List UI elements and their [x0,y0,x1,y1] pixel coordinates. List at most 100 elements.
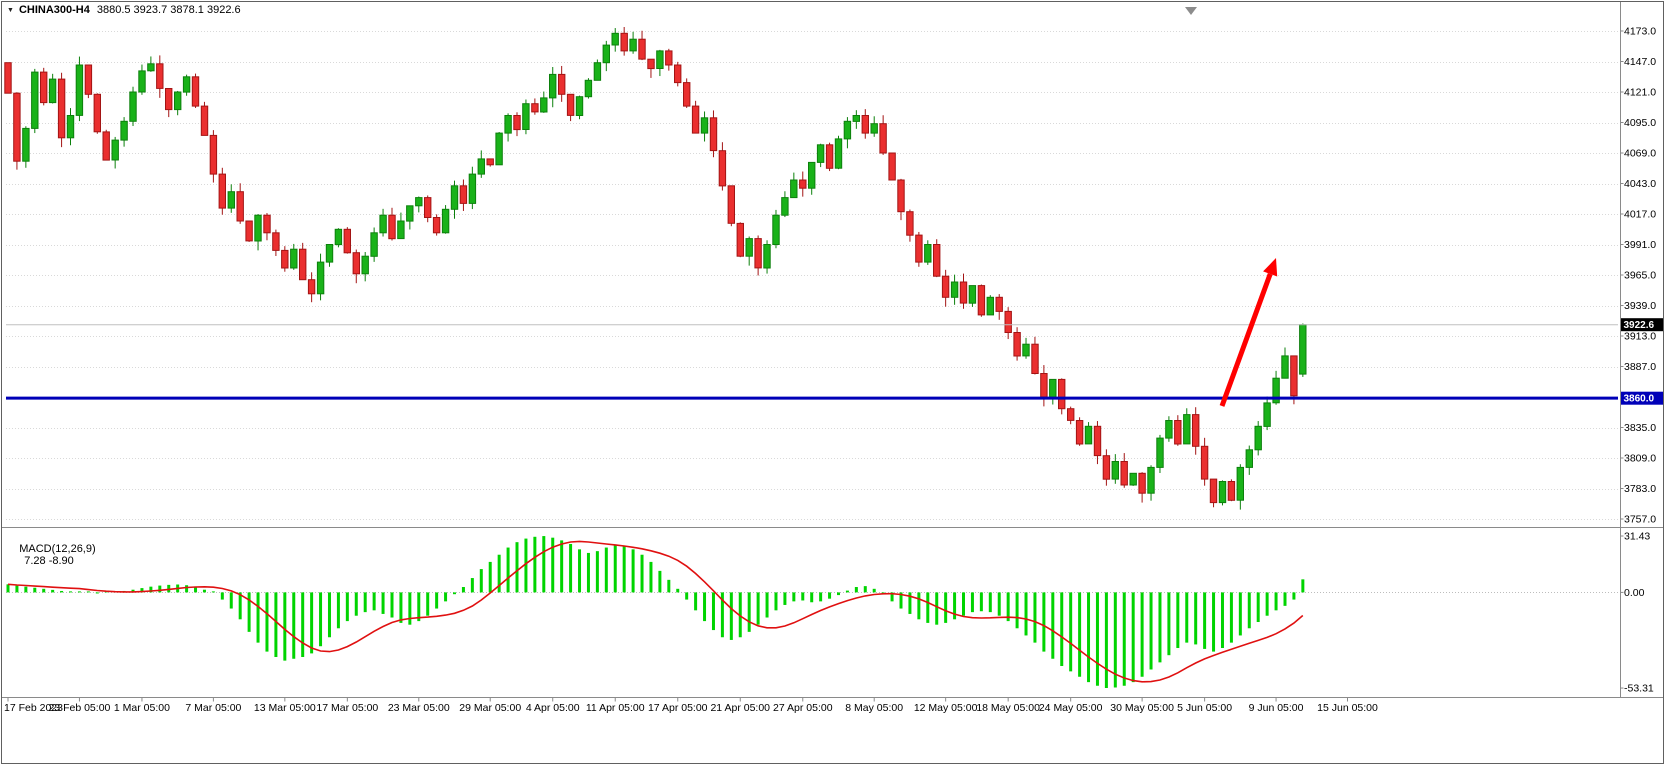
candle [781,197,789,216]
candle [111,139,119,161]
price-axis[interactable] [1620,30,1664,689]
candle [504,115,512,134]
candle [611,32,619,46]
time-axis-label: 11 Apr 05:00 [586,702,645,714]
candle [522,103,530,130]
candle [968,285,977,304]
candle [299,248,307,281]
candle [218,173,227,209]
candle [40,71,48,104]
time-axis-label: 5 Jun 05:00 [1177,702,1232,714]
candle [102,131,110,161]
candle [307,279,316,295]
candle [1165,420,1173,439]
candle [432,217,441,234]
time-axis-label: 23 Feb 05:00 [48,702,110,714]
candle [1067,408,1075,421]
candle [718,150,727,187]
candle [209,134,218,175]
trend-arrow-head-icon[interactable] [1263,258,1278,277]
candle [834,138,843,169]
candle [495,132,503,166]
candle [977,285,986,316]
candle [138,70,146,93]
time-axis-label: 7 Mar 05:00 [185,702,241,714]
candle [674,64,682,84]
candle [1075,420,1084,445]
candle [558,73,566,95]
time-axis-label: 21 Apr 05:00 [710,702,770,714]
bid-price-badge-text: 3922.6 [1624,320,1655,331]
time-axis-label: 13 Mar 05:00 [254,702,316,714]
candle [84,64,93,95]
candle [995,296,1003,312]
price-axis-label: 4043.0 [1624,178,1656,190]
candle [825,144,834,169]
time-axis-label: 4 Apr 05:00 [526,702,580,714]
candle [549,73,557,99]
candle [415,197,423,207]
symbol-dropdown-icon[interactable]: ▼ [7,6,14,14]
candle [531,103,539,113]
candle [1084,425,1093,445]
macd-axis-label: 0.00 [1624,587,1645,599]
macd-header: MACD(12,26,9) 7.28 -8.90 [7,531,95,579]
candle [370,232,378,257]
candle [182,76,191,93]
trend-arrow-shaft[interactable] [1219,273,1273,407]
candle [1227,481,1236,501]
candle [1040,373,1048,398]
candle [120,120,128,141]
candle [1200,445,1209,480]
candle [799,179,807,189]
candle [772,214,780,245]
macd-axis-label: -53.31 [1624,683,1654,695]
time-axis-label: 30 May 05:00 [1110,702,1174,714]
candle [200,105,209,136]
price-axis-label: 4147.0 [1624,56,1656,68]
candle [93,93,101,133]
time-axis-label: 1 Mar 05:00 [114,702,170,714]
hline-price-badge [1621,391,1663,405]
candle [897,179,905,213]
candle [379,214,387,234]
candle [1022,343,1030,357]
price-axis-label: 3757.0 [1624,514,1656,526]
candle [566,93,575,116]
time-axis-label: 17 Mar 05:00 [316,702,378,714]
candle [75,64,84,116]
candle [325,244,334,263]
time-axis-label: 17 Feb 2023 [4,702,63,714]
time-axis-label: 27 Apr 05:00 [773,702,833,714]
candle [593,62,602,81]
candle [870,123,878,134]
time-axis-label: 15 Jun 05:00 [1317,702,1378,714]
candle [540,97,548,113]
candle [316,261,325,295]
candle [816,144,825,163]
candle [879,123,887,154]
candle [174,91,182,111]
candle [808,161,816,189]
time-axis[interactable] [7,697,1348,702]
time-axis-label: 18 May 05:00 [976,702,1040,714]
candle [191,76,200,107]
overlay-lines [6,324,1618,400]
ohlc-readout: 3880.5 3923.7 3878.1 3922.6 [96,4,241,16]
candle [933,244,941,277]
symbol-period-label: CHINA300-H4 [18,4,90,16]
candle [13,92,21,162]
candle [441,208,450,234]
candle [763,244,771,269]
time-axis-label: 29 Mar 05:00 [459,702,521,714]
candle [361,255,369,275]
time-axis-label: 24 May 05:00 [1039,702,1103,714]
candle [1272,377,1280,404]
macd-signal-line [7,540,1304,683]
candle [156,63,164,89]
bid-price-badge [1621,318,1663,332]
chart-shift-marker-icon[interactable] [1185,7,1197,15]
